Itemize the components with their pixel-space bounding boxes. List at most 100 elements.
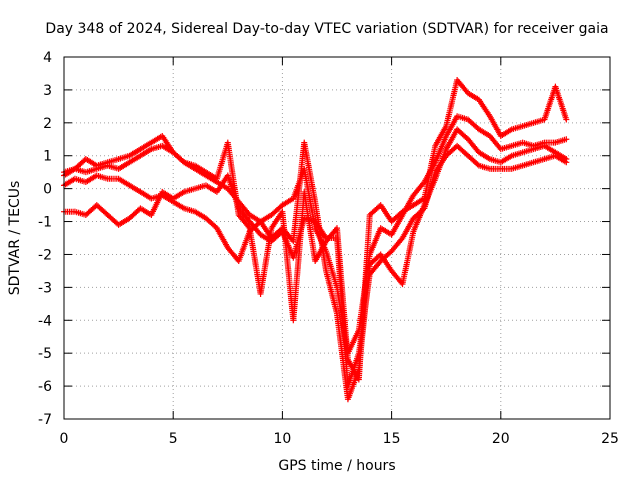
data-point-trail	[345, 358, 361, 381]
data-point-trail	[433, 134, 449, 164]
data-point-trail	[389, 236, 405, 253]
data-point-trail	[84, 173, 99, 185]
data-point-trail	[128, 183, 142, 194]
y-tick-label: -1	[38, 215, 52, 231]
y-tick-label: 3	[43, 83, 52, 99]
data-point-trail	[477, 150, 492, 162]
data-point-trail	[477, 98, 492, 118]
data-point-trail	[554, 150, 568, 162]
data-point-trail	[554, 153, 568, 165]
y-tick-label: -7	[38, 412, 52, 428]
data-point-trail	[160, 189, 175, 201]
data-point-trail	[379, 226, 393, 237]
y-tick-label: -6	[38, 379, 52, 395]
data-point-trail	[466, 154, 481, 168]
y-tick-label: 2	[43, 116, 52, 132]
data-point-trail	[401, 203, 415, 214]
y-tick-label: 1	[43, 149, 52, 165]
data-point-trail	[444, 128, 460, 151]
data-point-trail	[193, 166, 208, 178]
data-point-trail	[412, 196, 426, 208]
data-point-trail	[421, 144, 438, 200]
data-point	[563, 116, 570, 123]
chart-title: Day 348 of 2024, Sidereal Day-to-day VTE…	[45, 21, 608, 37]
data-point-trail	[281, 196, 295, 208]
data-point-trail	[95, 203, 110, 217]
x-tick-label: 5	[169, 431, 178, 447]
y-tick-label: -5	[38, 346, 52, 362]
data-point-trail	[390, 209, 405, 224]
data-point-trail	[117, 176, 131, 188]
data-series	[61, 77, 570, 403]
data-point-trail	[411, 206, 426, 220]
data-point-trail	[139, 189, 153, 201]
data-point-trail	[466, 91, 481, 102]
y-tick-label: 4	[43, 50, 52, 66]
data-point-trail	[367, 226, 383, 256]
data-point-trail	[400, 216, 416, 240]
data-point-trail	[389, 213, 405, 237]
data-point-trail	[433, 124, 449, 148]
data-point-trail	[433, 154, 449, 174]
data-point-trail	[225, 141, 242, 216]
data-point-trail	[171, 199, 186, 211]
data-point-trail	[443, 79, 460, 128]
data-point-trail	[301, 190, 318, 263]
y-tick-label: -2	[38, 247, 52, 263]
data-point-trail	[139, 140, 153, 152]
data-point-trail	[117, 160, 131, 171]
data-point-trail	[236, 230, 252, 263]
x-tick-label: 0	[60, 431, 69, 447]
data-point-trail	[488, 134, 503, 151]
plot-frame	[63, 56, 611, 420]
axis-tick-labels: 0 5 10 15 20 25 -7 -6 -5 -4 -3 -2 -1 0 1 2 3 4	[38, 50, 619, 447]
data-point	[563, 136, 570, 143]
data-point-trail	[160, 193, 175, 204]
data-point-trail	[543, 143, 557, 155]
data-point-trail	[553, 85, 569, 121]
data-point-trail	[323, 250, 340, 289]
y-tick-label: 0	[43, 182, 52, 198]
axis-ticks	[63, 56, 611, 420]
data-point-trail	[323, 269, 340, 315]
data-point-trail	[128, 153, 142, 165]
data-point-trail	[257, 227, 275, 295]
data-point-trail	[368, 259, 383, 276]
data-point-trail	[356, 213, 373, 381]
data-point-trail	[214, 226, 230, 250]
y-tick-label: -3	[38, 280, 52, 296]
data-point-trail	[117, 216, 131, 227]
data-point-trail	[193, 163, 208, 175]
x-tick-label: 15	[383, 431, 401, 447]
data-point-trail	[411, 180, 427, 197]
y-tick-label: -4	[38, 313, 52, 329]
data-point-trail	[171, 150, 186, 165]
data-point-trail	[149, 133, 164, 145]
data-point-trail	[84, 157, 99, 168]
y-axis-label: SDTVAR / TECUs	[7, 181, 23, 296]
data-point-trail	[399, 230, 416, 286]
data-point-trail	[499, 127, 514, 138]
x-tick-label: 25	[601, 431, 619, 447]
data-point-trail	[466, 117, 481, 132]
data-point-trail	[160, 134, 176, 154]
data-point-trail	[193, 209, 208, 221]
data-point-trail	[313, 220, 328, 240]
data-point-trail	[455, 78, 470, 95]
data-point-trail	[204, 216, 219, 230]
data-point-trail	[313, 239, 329, 263]
x-tick-label: 10	[273, 431, 291, 447]
data-point-trail	[290, 141, 307, 243]
data-point	[563, 159, 570, 166]
data-point-trail	[379, 249, 394, 263]
data-point-trail	[139, 206, 153, 217]
data-point-trail	[455, 127, 470, 141]
data-point-trail	[487, 114, 503, 138]
data-point-trail	[204, 173, 219, 185]
data-point-trail	[62, 176, 77, 188]
data-point-trail	[290, 190, 308, 322]
data-point-trail	[477, 127, 492, 138]
data-point-trail	[269, 203, 284, 217]
data-point-trail	[149, 190, 165, 217]
